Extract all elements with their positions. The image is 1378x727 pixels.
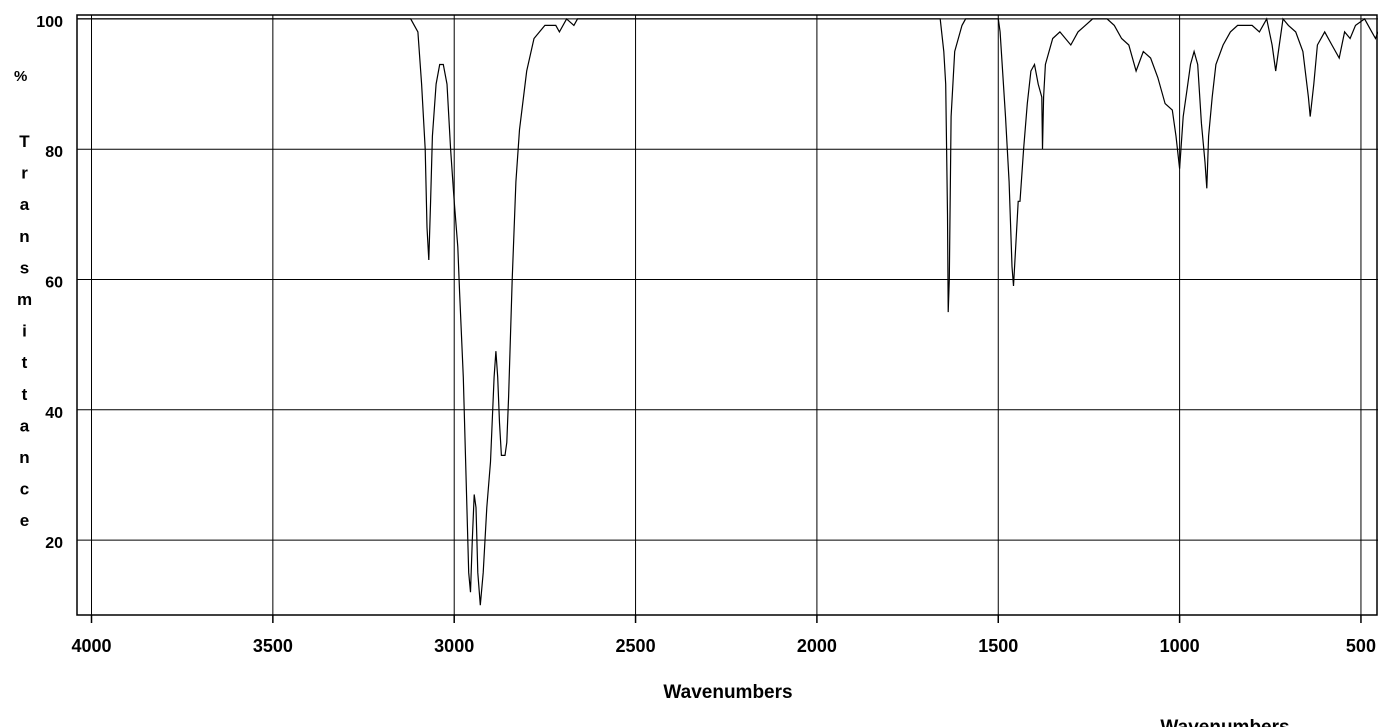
x-axis-label-repeat: Wavenumbers (1160, 717, 1289, 727)
y-tick-label: 100 (36, 14, 63, 31)
y-tick-label: 80 (45, 144, 63, 161)
x-tick-label: 2000 (797, 636, 837, 656)
x-tick-label: 1000 (1160, 636, 1200, 656)
x-tick-label: 500 (1346, 636, 1376, 656)
spectrum-line (77, 17, 1378, 606)
y-axis-unit: % (14, 68, 28, 85)
x-tick-label: 3500 (253, 636, 293, 656)
y-tick-label: 40 (45, 405, 63, 422)
y-tick-label: 60 (45, 274, 63, 291)
y-tick-label: 20 (45, 535, 63, 552)
x-tick-label: 2500 (616, 636, 656, 656)
x-tick-label: 4000 (71, 636, 111, 656)
plot-frame (76, 14, 1378, 616)
x-tick-label: 1500 (978, 636, 1018, 656)
y-axis-label: Transmittance (15, 132, 34, 543)
x-axis-label: Wavenumbers (663, 682, 792, 703)
x-tick-label: 3000 (434, 636, 474, 656)
